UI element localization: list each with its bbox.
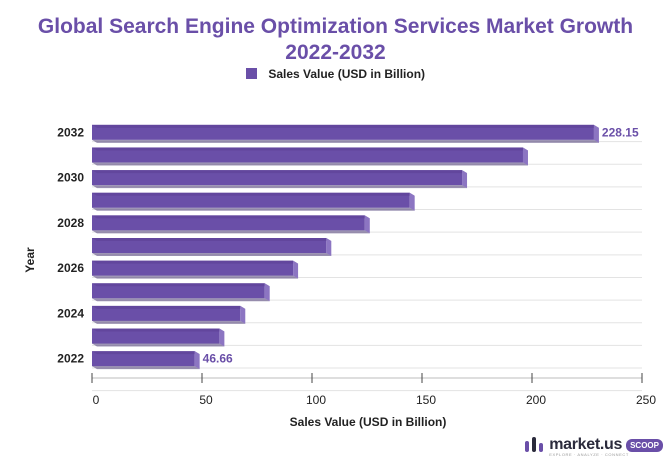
data-label: 46.66 bbox=[203, 352, 233, 366]
bar-bottom bbox=[92, 253, 332, 256]
bar-bottom bbox=[92, 139, 599, 143]
bar-face bbox=[92, 238, 327, 253]
bar-face bbox=[92, 124, 594, 140]
bar-top bbox=[92, 170, 468, 174]
bar bbox=[92, 283, 270, 302]
brand-logo: market.us EXPLORE · ANALYZE · CONNECT SC… bbox=[523, 434, 663, 457]
bar-top bbox=[92, 351, 200, 355]
bar-side bbox=[293, 260, 299, 279]
legend-swatch bbox=[245, 68, 257, 79]
x-axis-title: Sales Value (USD in Billion) bbox=[290, 415, 447, 429]
y-axis-title: Year bbox=[23, 247, 37, 273]
bar-side bbox=[462, 170, 468, 189]
bar bbox=[92, 170, 468, 189]
x-tick-label: 50 bbox=[199, 393, 213, 407]
bar bbox=[92, 147, 528, 166]
bar-bottom bbox=[92, 185, 468, 189]
brand-name: market.us bbox=[549, 436, 623, 453]
bar-face bbox=[92, 283, 265, 299]
bar bbox=[92, 192, 415, 211]
x-tick-label: 150 bbox=[416, 393, 436, 407]
bar-face bbox=[92, 260, 294, 276]
data-label: 228.15 bbox=[602, 125, 639, 139]
bar-side bbox=[593, 124, 599, 143]
x-tick-label: 250 bbox=[636, 393, 656, 407]
bar-face bbox=[92, 351, 195, 367]
bar-top bbox=[92, 305, 246, 309]
bar bbox=[92, 351, 200, 370]
bar-bottom bbox=[92, 298, 270, 302]
bar-side bbox=[364, 215, 370, 234]
y-tick-label: 2028 bbox=[57, 216, 84, 230]
bar bbox=[92, 238, 332, 256]
bar-top bbox=[92, 238, 332, 241]
y-tick-label: 2024 bbox=[57, 306, 84, 320]
bar-side bbox=[264, 283, 270, 302]
bar-bottom bbox=[92, 320, 246, 324]
bar bbox=[92, 305, 246, 324]
bar-face bbox=[92, 305, 241, 321]
x-tick-label: 100 bbox=[306, 393, 326, 407]
bar-side bbox=[240, 305, 246, 324]
bar-top bbox=[92, 215, 370, 219]
legend-label: Sales Value (USD in Billion) bbox=[268, 67, 426, 81]
bar-top bbox=[92, 147, 528, 151]
bar-side bbox=[219, 328, 225, 347]
bar-bottom bbox=[92, 162, 528, 166]
bars-layer bbox=[92, 124, 599, 370]
bar-bottom bbox=[92, 343, 225, 347]
bar-bottom bbox=[92, 275, 299, 279]
brand-badge: SCOOP bbox=[626, 438, 663, 452]
bar-face bbox=[92, 170, 463, 186]
bar bbox=[92, 124, 599, 143]
y-tick-label: 2026 bbox=[57, 261, 84, 275]
bar-face bbox=[92, 147, 523, 163]
x-tick-label: 0 bbox=[93, 393, 100, 407]
bar-bottom bbox=[92, 207, 415, 211]
bar bbox=[92, 215, 370, 234]
labels-layer: 0 50 100 150 200 250 2032 228.15 2030 2028 2026 202… bbox=[57, 125, 656, 407]
brand-tagline: EXPLORE · ANALYZE · CONNECT bbox=[549, 452, 629, 457]
bar-side bbox=[522, 147, 528, 166]
market-us-logo-icon bbox=[525, 437, 544, 452]
bar-side bbox=[409, 192, 415, 211]
y-tick-label: 2032 bbox=[57, 125, 84, 139]
bar-side bbox=[326, 238, 332, 256]
bar-bottom bbox=[92, 230, 370, 234]
bar bbox=[92, 260, 299, 279]
bar-face bbox=[92, 215, 365, 231]
bar-face bbox=[92, 328, 220, 344]
x-tick-label: 200 bbox=[526, 393, 546, 407]
y-tick-label: 2022 bbox=[57, 352, 84, 366]
chart-title: Global Search Engine Optimization Servic… bbox=[37, 15, 634, 64]
bar-top bbox=[92, 260, 299, 264]
bar-top bbox=[92, 328, 225, 332]
bar-top bbox=[92, 124, 599, 128]
bar-top bbox=[92, 192, 415, 196]
bar-face bbox=[92, 192, 410, 208]
y-tick-label: 2030 bbox=[57, 171, 84, 185]
bar-top bbox=[92, 283, 270, 287]
bar-side bbox=[194, 351, 200, 370]
bar bbox=[92, 328, 225, 347]
bar-bottom bbox=[92, 366, 200, 370]
chart-legend: Sales Value (USD in Billion) bbox=[0, 67, 671, 81]
